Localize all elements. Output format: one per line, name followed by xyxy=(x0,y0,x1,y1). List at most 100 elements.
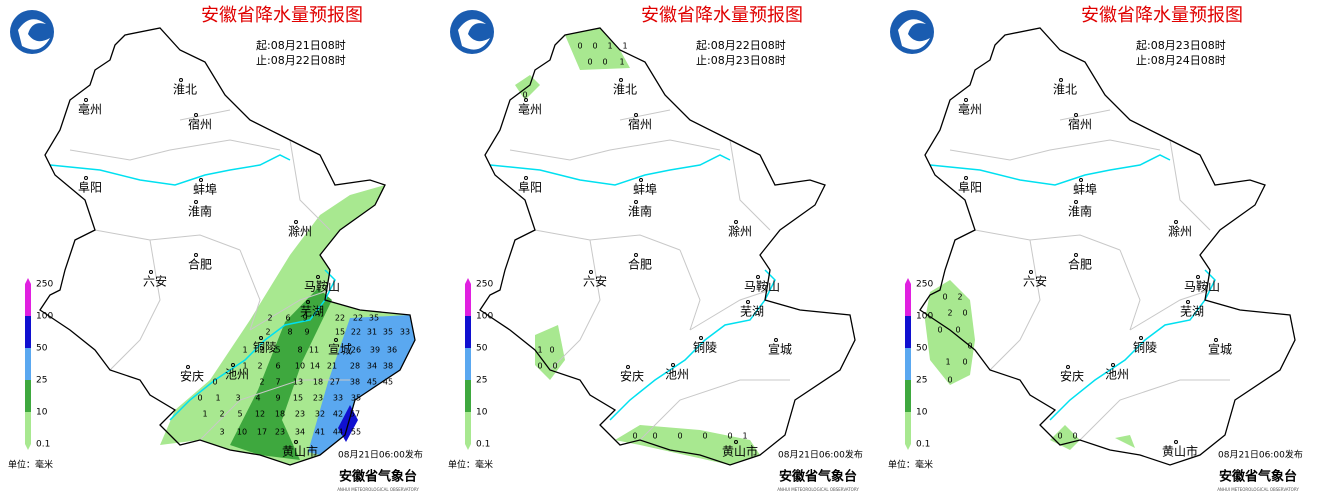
city-dot xyxy=(1079,178,1083,182)
grid-value: 1 xyxy=(607,42,612,51)
grid-value: 1 xyxy=(242,362,247,371)
grid-value: 27 xyxy=(330,378,340,387)
grid-value: 55 xyxy=(351,428,361,437)
city-label: 亳州 xyxy=(958,102,982,117)
precip-area xyxy=(1050,425,1080,450)
city-dot xyxy=(639,178,643,182)
city-label: 蚌埠 xyxy=(633,183,657,197)
city-dot xyxy=(231,363,235,367)
city-label: 黄山市 xyxy=(722,444,758,459)
city-label: 滁州 xyxy=(288,224,312,239)
city-border xyxy=(949,139,1161,161)
legend-tick-label: 25 xyxy=(476,376,487,386)
city-label: 阜阳 xyxy=(78,181,102,195)
city-label: 铜陵 xyxy=(693,340,717,355)
city-dot xyxy=(964,98,968,102)
city-label: 六安 xyxy=(583,274,607,289)
city-label: 池州 xyxy=(225,368,249,382)
grid-value: 36 xyxy=(387,346,397,355)
legend-tick-label: 25 xyxy=(916,376,927,386)
city-border xyxy=(69,139,281,161)
grid-value: 23 xyxy=(295,410,305,419)
city-border xyxy=(679,249,701,331)
grid-value: 3 xyxy=(235,394,240,403)
logo-swirl xyxy=(458,19,490,50)
city-dot xyxy=(316,275,320,279)
legend-swatch xyxy=(465,380,471,412)
legend-tick-label: 10 xyxy=(476,408,488,418)
city-border xyxy=(974,229,1121,251)
city-dot xyxy=(1196,275,1200,279)
river xyxy=(929,154,1171,186)
org-name-en: ANHUI METEOROLOGICAL OBSERVATORY xyxy=(1217,487,1299,492)
city-dot xyxy=(294,220,298,224)
legend-tick-label: 50 xyxy=(916,344,928,354)
grid-value: 0 xyxy=(197,394,202,403)
logo-swirl xyxy=(898,19,930,50)
city-label: 马鞍山 xyxy=(744,279,780,294)
grid-value: 31 xyxy=(367,328,377,337)
grid-value: 28 xyxy=(350,362,360,371)
city-dot xyxy=(1174,440,1178,444)
legend-tick-label: 10 xyxy=(916,408,928,418)
grid-value: 0 xyxy=(537,362,542,371)
city-dot xyxy=(259,336,263,340)
end-time: 止:08月23日08时 xyxy=(696,54,786,67)
city-label: 芜湖 xyxy=(300,304,324,319)
grid-value: 39 xyxy=(370,346,380,355)
grid-value: 57 xyxy=(350,410,360,419)
grid-value: 0 xyxy=(587,58,592,67)
province-fill xyxy=(920,28,1295,465)
city-border xyxy=(509,139,721,161)
river xyxy=(1049,269,1216,421)
legend-tick-label: 100 xyxy=(36,312,53,322)
legend-tick-label: 0.1 xyxy=(476,440,490,450)
map-title: 安徽省降水量预报图 xyxy=(641,5,803,26)
grid-value: 1 xyxy=(742,432,747,441)
grid-value: 3 xyxy=(219,428,224,437)
grid-value: 22 xyxy=(351,328,361,337)
legend-swatch xyxy=(465,284,471,316)
grid-value: 2 xyxy=(957,293,962,302)
grid-value: 0 xyxy=(549,346,554,355)
city-dot xyxy=(671,363,675,367)
city-border xyxy=(689,289,771,331)
grid-value: 0 xyxy=(937,326,942,335)
city-label: 蚌埠 xyxy=(1073,183,1097,197)
city-border xyxy=(639,379,790,441)
grid-value: 11 xyxy=(309,346,319,355)
grid-value: 6 xyxy=(285,314,290,323)
city-label: 安庆 xyxy=(180,369,204,384)
legend-arrow xyxy=(465,444,471,450)
city-dot xyxy=(194,113,198,117)
grid-value: 0 xyxy=(967,342,972,351)
city-dot xyxy=(756,275,760,279)
city-dot xyxy=(84,176,88,180)
grid-value: 14 xyxy=(310,362,320,371)
start-time: 起:08月21日08时 xyxy=(256,39,346,52)
grid-value: 5 xyxy=(237,410,242,419)
city-dot xyxy=(186,365,190,369)
city-label: 宿州 xyxy=(188,117,212,132)
grid-value: 1 xyxy=(619,58,624,67)
grid-value: 0 xyxy=(632,432,637,441)
river xyxy=(169,269,336,421)
grid-value: 22 xyxy=(353,314,363,323)
grid-value: 2 xyxy=(257,362,262,371)
legend-arrow xyxy=(25,444,31,450)
city-border xyxy=(199,379,350,441)
province-outline xyxy=(479,27,856,466)
legend-swatch xyxy=(905,348,911,380)
issue-time: 08月21日06:00发布 xyxy=(778,449,863,461)
city-dot xyxy=(199,178,203,182)
grid-value: 38 xyxy=(350,378,360,387)
org-name-en: ANHUI METEOROLOGICAL OBSERVATORY xyxy=(337,487,419,492)
grid-value: 5 xyxy=(275,346,280,355)
river xyxy=(609,269,776,421)
org-name-en: ANHUI METEOROLOGICAL OBSERVATORY xyxy=(777,487,859,492)
legend-arrow xyxy=(25,278,31,284)
end-time: 止:08月24日08时 xyxy=(1136,54,1226,67)
city-label: 阜阳 xyxy=(518,181,542,195)
grid-value: 1 xyxy=(202,410,207,419)
